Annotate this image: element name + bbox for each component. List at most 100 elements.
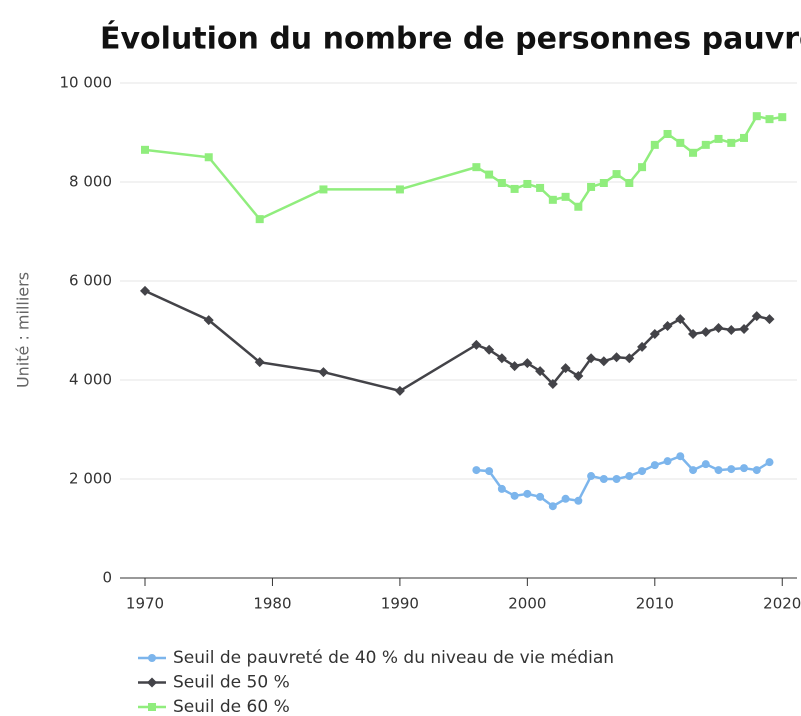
y-tick-label: 8 000 <box>69 173 112 191</box>
point <box>148 703 156 711</box>
point <box>394 385 405 396</box>
point <box>485 467 494 476</box>
point <box>752 466 761 475</box>
point <box>523 489 532 498</box>
point <box>586 353 597 364</box>
point <box>255 215 264 224</box>
point <box>319 185 328 194</box>
point <box>509 361 520 372</box>
point <box>318 367 329 378</box>
point <box>650 140 659 149</box>
point <box>587 472 596 481</box>
point <box>496 353 507 364</box>
point <box>561 494 570 503</box>
point <box>701 460 710 469</box>
point <box>472 466 481 475</box>
point <box>484 344 495 355</box>
point <box>561 192 570 201</box>
point <box>638 163 647 172</box>
point <box>662 321 673 332</box>
legend-label: Seuil de 50 % <box>173 673 290 693</box>
point <box>395 185 404 194</box>
point <box>714 466 723 475</box>
point <box>637 341 648 352</box>
y-tick-label: 10 000 <box>60 74 113 92</box>
point <box>625 472 634 481</box>
point <box>599 178 608 187</box>
y-tick-label: 4 000 <box>69 371 112 389</box>
chart-title: Évolution du nombre de personnes pauvres <box>100 21 801 57</box>
point <box>638 467 647 476</box>
point <box>535 366 546 377</box>
series-line <box>144 289 770 393</box>
point <box>751 311 762 322</box>
series-line <box>476 454 771 508</box>
point <box>676 452 685 461</box>
point <box>574 202 583 211</box>
point <box>689 148 698 157</box>
point <box>510 491 519 500</box>
point <box>624 353 635 364</box>
point <box>510 184 519 193</box>
x-tick-label: 2000 <box>508 595 546 613</box>
point <box>663 129 672 138</box>
point <box>203 315 214 326</box>
point <box>140 285 150 296</box>
x-tick-label: 1990 <box>381 595 419 613</box>
point <box>778 113 787 122</box>
x-tick-label: 1970 <box>126 595 164 613</box>
point <box>676 138 685 147</box>
point <box>714 134 723 143</box>
point <box>548 502 557 511</box>
point <box>689 466 698 475</box>
y-tick-label: 6 000 <box>69 272 112 290</box>
point <box>739 324 750 335</box>
x-tick-label: 1980 <box>253 595 291 613</box>
point <box>700 326 711 337</box>
point <box>765 458 774 467</box>
point <box>573 371 584 382</box>
point <box>688 328 699 339</box>
point <box>522 358 533 369</box>
point <box>254 357 265 368</box>
point <box>548 195 557 204</box>
point <box>587 182 596 191</box>
legend-label: Seuil de 60 % <box>173 697 290 716</box>
point <box>560 363 571 374</box>
point <box>598 356 609 367</box>
point <box>650 461 659 470</box>
point <box>740 464 749 473</box>
y-tick-label: 2 000 <box>69 470 112 488</box>
point <box>204 153 213 162</box>
point <box>675 314 686 325</box>
x-tick-label: 2010 <box>636 595 674 613</box>
point <box>765 115 774 124</box>
point <box>740 133 749 142</box>
y-axis-label: Unité : milliers <box>14 272 33 388</box>
point <box>727 138 736 147</box>
x-tick-label: 2020 <box>763 595 801 613</box>
point <box>472 163 481 172</box>
point <box>701 140 710 149</box>
point <box>536 183 545 192</box>
point <box>547 378 558 389</box>
point <box>148 654 156 662</box>
point <box>764 314 775 325</box>
point <box>727 465 736 474</box>
point <box>497 178 506 187</box>
point <box>471 339 482 350</box>
series-line <box>144 114 783 221</box>
point <box>497 484 506 493</box>
point <box>612 170 621 179</box>
point <box>141 145 149 154</box>
point <box>625 178 634 187</box>
point <box>612 475 621 483</box>
point <box>147 677 157 688</box>
point <box>726 325 737 336</box>
y-tick-label: 0 <box>102 569 112 587</box>
point <box>752 112 761 121</box>
point <box>485 170 494 179</box>
legend-label: Seuil de pauvreté de 40 % du niveau de v… <box>173 648 614 668</box>
point <box>611 352 622 363</box>
